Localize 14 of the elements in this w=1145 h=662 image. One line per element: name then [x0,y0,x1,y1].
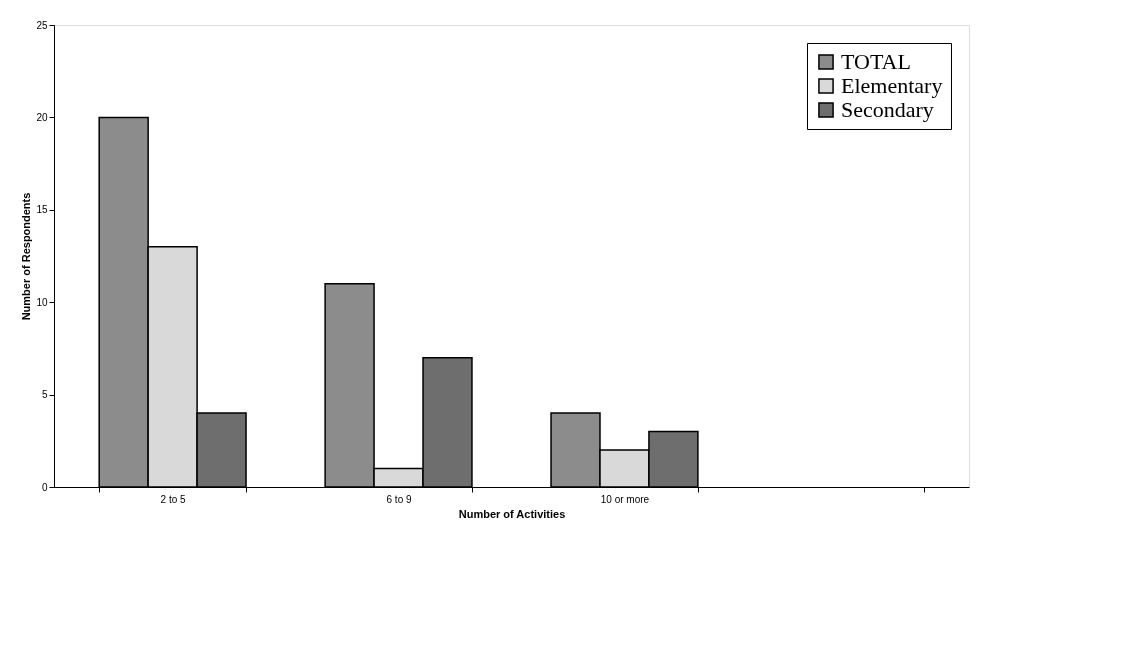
legend-label: TOTAL [841,49,911,74]
legend-label: Elementary [841,73,943,98]
x-axis-title: Number of Activities [458,507,566,520]
y-tick-label: 0 [41,481,48,493]
y-tick-label: 15 [36,204,48,216]
y-tick-label: 5 [41,389,48,401]
y-tick-label: 25 [36,19,48,31]
y-tick-label: 20 [36,111,48,123]
x-tick-label: 10 or more [600,493,650,505]
y-axis-title: Number of Respondents [20,192,33,321]
legend-label: Secondary [841,97,934,122]
x-tick-label: 6 to 9 [386,493,412,505]
y-tick-label: 10 [36,296,48,308]
x-tick-label: 2 to 5 [160,493,187,505]
